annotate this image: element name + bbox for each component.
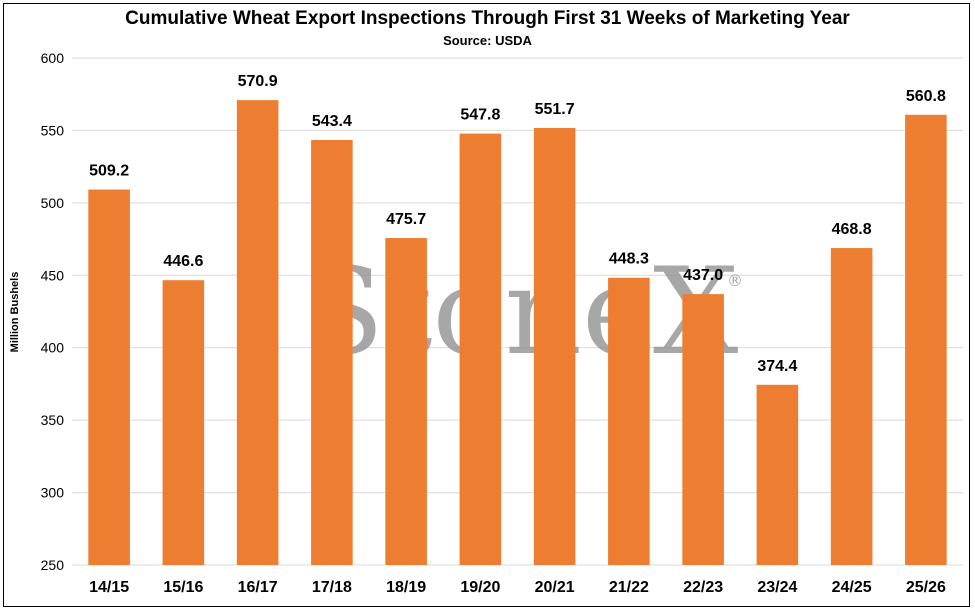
- stonex-watermark: StoneX ®: [302, 243, 743, 382]
- x-tick-label: 20/21: [535, 579, 575, 596]
- bar-24-25: [830, 248, 873, 566]
- bar-25-26: [905, 114, 947, 565]
- x-tick-label: 18/19: [386, 579, 426, 596]
- bar-23-24: [756, 384, 799, 565]
- data-label: 509.2: [89, 163, 129, 180]
- bar-17-18: [311, 139, 353, 565]
- data-label: 547.8: [460, 107, 500, 124]
- x-tick-label: 22/23: [683, 579, 723, 596]
- x-tick-label: 23/24: [757, 579, 797, 596]
- y-tick-label: 350: [41, 412, 65, 428]
- data-label: 448.3: [609, 251, 649, 268]
- bar-15-16: [162, 280, 205, 565]
- data-label: 570.9: [238, 73, 278, 90]
- bar-14-15: [88, 189, 130, 566]
- y-axis-ticks: 250 300 350 400 450 500 550 600: [41, 50, 65, 573]
- x-axis-ticks: 14/15 15/16 16/17 17/18 18/19 19/20 20/21 21/22…: [89, 579, 946, 596]
- chart-subtitle: Source: USDA: [443, 33, 532, 48]
- data-label: 468.8: [832, 221, 872, 238]
- data-labels: 509.2 446.6 570.9 543.4 475.7 547.8 551.7 448.3…: [89, 73, 946, 375]
- data-label: 475.7: [386, 211, 426, 228]
- y-tick-label: 300: [41, 485, 65, 501]
- data-label: 446.6: [163, 253, 203, 270]
- x-tick-label: 17/18: [312, 579, 352, 596]
- x-tick-label: 19/20: [460, 579, 500, 596]
- x-tick-label: 16/17: [238, 579, 278, 596]
- y-tick-label: 550: [41, 122, 65, 138]
- x-tick-label: 24/25: [832, 579, 872, 596]
- bar-18-19: [385, 238, 427, 565]
- bar-22-23: [682, 294, 724, 565]
- bar-16-17: [236, 100, 279, 565]
- watermark-text: StoneX: [302, 243, 738, 382]
- gridlines: [72, 57, 963, 566]
- data-label: 374.4: [757, 358, 797, 375]
- x-tick-label: 21/22: [609, 579, 649, 596]
- bars: [88, 100, 947, 566]
- y-tick-label: 500: [41, 195, 65, 211]
- x-tick-label: 14/15: [89, 579, 129, 596]
- y-tick-label: 400: [41, 340, 65, 356]
- bar-21-22: [608, 277, 650, 565]
- y-tick-label: 600: [41, 50, 65, 66]
- x-tick-label: 25/26: [906, 579, 946, 596]
- data-label: 551.7: [535, 101, 575, 118]
- data-label: 543.4: [312, 113, 352, 130]
- chart-title: Cumulative Wheat Export Inspections Thro…: [125, 8, 850, 29]
- watermark-registered-mark: ®: [727, 271, 743, 290]
- y-tick-label: 450: [41, 267, 65, 283]
- x-tick-label: 15/16: [163, 579, 203, 596]
- data-label: 437.0: [683, 267, 723, 284]
- bar-20-21: [533, 127, 576, 565]
- y-tick-label: 250: [41, 557, 65, 573]
- bar-19-20: [459, 133, 502, 566]
- data-label: 560.8: [906, 88, 946, 105]
